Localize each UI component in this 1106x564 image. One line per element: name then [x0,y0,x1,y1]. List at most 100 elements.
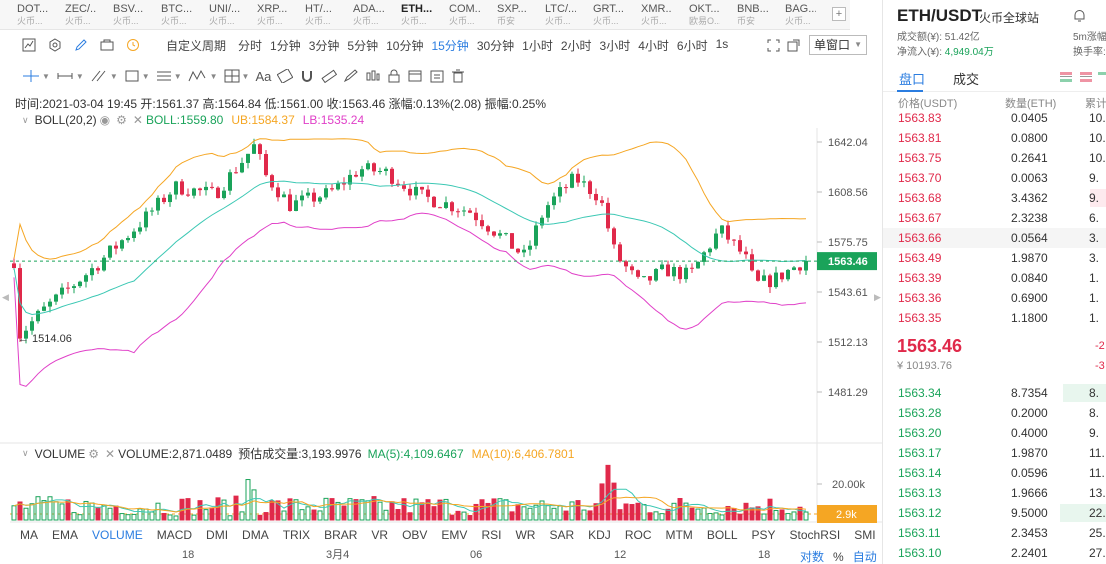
symbol-tab[interactable]: HT/... 火币... [288,0,336,29]
layout-both-icon[interactable] [1059,70,1073,84]
tab-orderbook[interactable]: 盘口 [899,72,926,87]
collapse-chevron-icon[interactable]: ∨ [22,114,29,125]
period-option[interactable]: 1s [715,36,729,51]
indicator-option[interactable]: VR [371,528,389,542]
period-option[interactable]: 15分钟 [431,38,469,53]
collapse-chevron-icon[interactable]: ∨ [22,448,29,458]
magnet-icon[interactable] [299,64,315,88]
symbol-tab[interactable]: OKT... 欧易O... [672,0,720,29]
symbol-tab[interactable]: XRP... 火币... [240,0,288,29]
bid-row[interactable]: 1563.28 0.2000 8. [883,403,1106,423]
scale-option[interactable]: 自动 [852,550,877,564]
settings-icon[interactable] [42,32,68,58]
symbol-tab[interactable]: ZEC/... 火币... [48,0,96,29]
fullscreen-icon[interactable] [760,32,786,58]
indicator-option[interactable]: MACD [156,528,193,542]
briefcase-icon[interactable] [94,32,120,58]
ask-row[interactable]: 1563.67 2.3238 6. [883,208,1106,228]
indicator-option[interactable]: WR [515,528,536,542]
indicator-option[interactable]: EMA [52,528,79,542]
period-option[interactable]: 10分钟 [386,38,424,53]
period-option[interactable]: 5分钟 [347,38,379,53]
indicator-option[interactable]: EMV [441,528,468,542]
indicator-option[interactable]: KDJ [588,528,611,542]
period-option[interactable]: 4小时 [638,38,669,53]
symbol-tab[interactable]: COM...火币... [432,0,480,29]
pencil-icon[interactable] [68,32,94,58]
symbol-tab[interactable]: BAG... 火币... [768,0,816,29]
tab-trades[interactable]: 成交 [953,72,980,87]
horizontal-ray-tool[interactable]: ▼ [56,64,84,88]
scale-option[interactable]: % [833,550,844,564]
symbol-tab[interactable]: LTC/... 火币... [528,0,576,29]
bid-row[interactable]: 1563.34 8.7354 8. [883,383,1106,403]
clipboard-icon[interactable] [429,64,445,88]
indicator-option[interactable]: BRAR [324,528,358,542]
symbol-tab[interactable]: ADA... 火币... [336,0,384,29]
popout-icon[interactable] [780,32,806,58]
symbol-tab[interactable]: ETH... 火币... [384,0,432,29]
measure-tool[interactable]: ▼ [224,64,249,88]
candle-pattern-icon[interactable] [365,64,381,88]
scale-option[interactable]: 对数 [800,550,825,564]
gear-icon[interactable]: ⚙ [116,113,127,127]
ask-row[interactable]: 1563.39 0.0840 1. [883,268,1106,288]
scroll-left-handle[interactable]: ◀ [2,292,9,302]
indicator-option[interactable]: DMI [206,528,229,542]
bid-row[interactable]: 1563.20 0.4000 9. [883,423,1106,443]
bid-row[interactable]: 1563.17 1.9870 11. [883,443,1106,463]
close-icon[interactable]: ✕ [105,446,116,461]
layout-asks-icon[interactable] [1079,70,1093,84]
indicator-option[interactable]: MTM [665,528,693,542]
pattern-tool[interactable] [277,64,294,88]
gear-icon[interactable]: ⚙ [88,446,100,461]
symbol-tab[interactable]: BSV... 火币... [96,0,144,29]
period-option[interactable]: 自定义周期 [166,38,227,53]
indicator-option[interactable]: RSI [481,528,502,542]
bid-row[interactable]: 1563.14 0.0596 11. [883,463,1106,483]
ask-row[interactable]: 1563.68 3.4362 9. [883,188,1106,208]
period-option[interactable]: 30分钟 [476,38,515,53]
lock-icon[interactable] [387,64,401,88]
indicator-option[interactable]: TRIX [282,528,311,542]
crosshair-tool[interactable]: ▼ [22,64,50,88]
brush-icon[interactable] [343,64,359,88]
ask-row[interactable]: 1563.70 0.0063 9. [883,168,1106,188]
scroll-right-handle[interactable]: ▶ [874,292,881,302]
indicator-option[interactable]: PSY [751,528,776,542]
period-option[interactable]: 分时 [238,38,263,53]
eye-icon[interactable] [407,64,423,88]
indicator-option[interactable]: BOLL [706,528,738,542]
alarm-clock-icon[interactable] [120,32,146,58]
symbol-tab[interactable]: DOT... 火币... [0,0,48,29]
layout-bids-icon[interactable] [1097,70,1106,84]
bid-row[interactable]: 1563.13 1.9666 13. [883,483,1106,503]
fibonacci-tool[interactable]: ▼ [156,64,182,88]
bell-icon[interactable] [1073,9,1086,23]
ask-row[interactable]: 1563.35 1.1800 1. [883,308,1106,328]
ask-row[interactable]: 1563.83 0.0405 10. [883,108,1106,128]
indicator-option[interactable]: MA [20,528,38,542]
indicator-option[interactable]: ROC [624,528,652,542]
period-option[interactable]: 1分钟 [270,38,301,53]
close-icon[interactable]: ✕ [132,113,143,127]
indicator-option[interactable]: StochRSI [789,528,841,542]
symbol-tab[interactable]: UNI/... 火币... [192,0,240,29]
symbol-tab[interactable]: BTC... 火币... [144,0,192,29]
symbol-tab[interactable]: SXP... 币安 [480,0,528,29]
chart-type-icon[interactable] [16,32,42,58]
ask-row[interactable]: 1563.66 0.0564 3. [883,228,1106,248]
bid-row[interactable]: 1563.10 2.2401 27. [883,543,1106,563]
text-tool[interactable]: Aa [255,68,272,84]
ruler-icon[interactable] [321,64,338,88]
eye-icon[interactable]: ◉ [99,113,111,127]
indicator-option[interactable]: SAR [549,528,575,542]
period-option[interactable]: 1小时 [522,38,553,53]
ask-row[interactable]: 1563.36 0.6900 1. [883,288,1106,308]
indicator-option[interactable]: OBV [402,528,428,542]
symbol-tab[interactable]: XMR... 火币... [624,0,672,29]
ask-row[interactable]: 1563.75 0.2641 10. [883,148,1106,168]
period-option[interactable]: 3分钟 [308,38,340,53]
ask-row[interactable]: 1563.49 1.9870 3. [883,248,1106,268]
ask-row[interactable]: 1563.81 0.0800 10. [883,128,1106,148]
